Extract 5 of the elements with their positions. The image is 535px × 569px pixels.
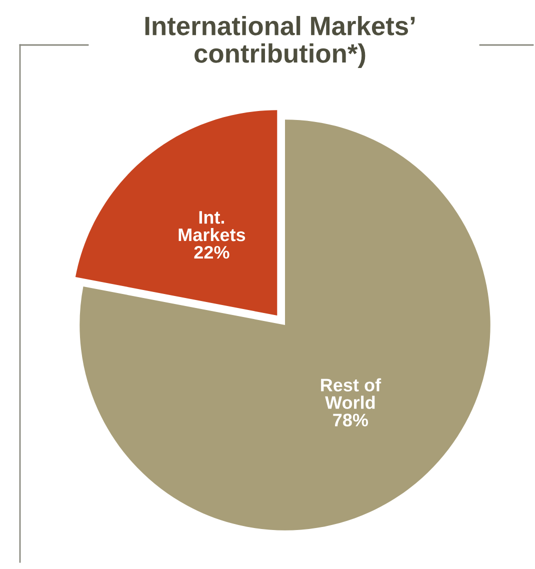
chart-title: International Markets’ contribution*) bbox=[145, 16, 415, 68]
slice-label: Rest of World bbox=[321, 378, 382, 409]
data-label: 78% bbox=[333, 414, 368, 426]
data-label: 22% bbox=[194, 246, 230, 259]
slice-label: Int. Markets bbox=[178, 211, 246, 242]
